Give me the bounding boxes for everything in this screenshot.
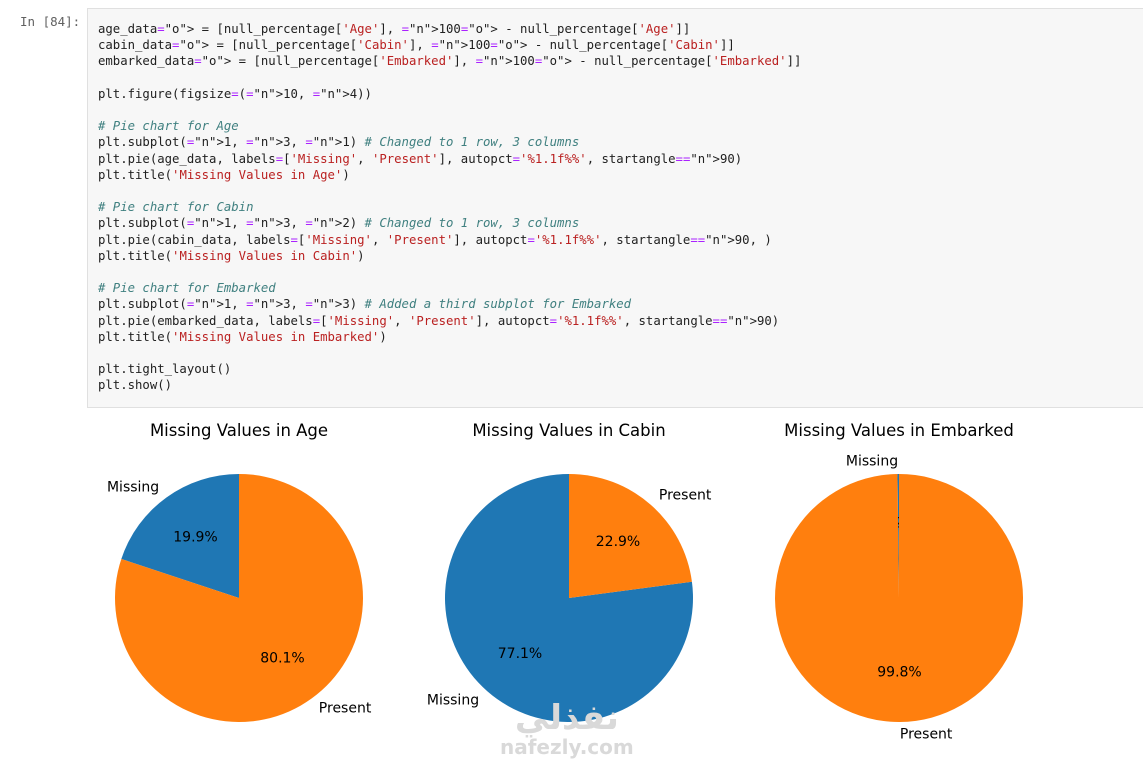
pie-chart-3: Missing Values in EmbarkedMissing0.2%Pre… — [775, 421, 1024, 742]
cell-prompt: In [84]: — [20, 14, 81, 29]
code-line: plt.title('Missing Values in Cabin') — [98, 248, 365, 263]
cell-output: Missing Values in Age Missing 19.9% Present… — [87, 412, 1143, 774]
code-editor[interactable]: age_data="o"> = [null_percentage['Age'],… — [88, 9, 1143, 394]
code-line: plt.pie(embarked_data, labels=['Missing'… — [98, 313, 780, 328]
pie-charts-figure: Missing Values in Age Missing 19.9% Present… — [107, 421, 1024, 742]
chart-title: Missing Values in Embarked — [784, 421, 1014, 440]
slice-percent-label: 99.8% — [877, 664, 921, 680]
code-line: plt.title('Missing Values in Age') — [98, 167, 350, 182]
code-line: embarked_data="o"> = [null_percentage['E… — [98, 54, 802, 69]
slice-label: Missing — [427, 693, 479, 709]
code-line: # Pie chart for Cabin — [98, 200, 254, 215]
slice-percent-label: 22.9% — [596, 534, 640, 550]
pie-slice-missing — [444, 474, 693, 722]
code-line: cabin_data="o"> = [null_percentage['Cabi… — [98, 38, 735, 53]
pie-chart-1: Missing Values in Age Missing 19.9% Present… — [107, 421, 372, 722]
pie-slice-missing — [897, 474, 899, 598]
slice-label: Present — [659, 487, 712, 503]
code-line: plt.subplot(="n">1, ="n">3, ="n">3) # Ad… — [98, 297, 632, 312]
slice-percent-label: 80.1% — [260, 650, 304, 666]
code-line: plt.pie(cabin_data, labels=['Missing', '… — [98, 232, 772, 247]
code-line: plt.show() — [98, 378, 173, 393]
slice-label: Present — [900, 726, 953, 742]
pie-slice-missing — [121, 474, 239, 598]
code-line: plt.tight_layout() — [98, 362, 232, 377]
code-cell[interactable]: age_data="o"> = [null_percentage['Age'],… — [87, 8, 1143, 408]
slice-label: Missing — [846, 454, 898, 470]
code-line: plt.pie(age_data, labels=['Missing', 'Pr… — [98, 151, 743, 166]
code-line: # Pie chart for Embarked — [98, 281, 276, 296]
chart-title: Missing Values in Age — [150, 421, 328, 440]
code-line: plt.subplot(="n">1, ="n">3, ="n">2) # Ch… — [98, 216, 580, 231]
pie-chart-2: Missing Values in Cabin Missing 77.1% Prese… — [427, 421, 712, 722]
pie-slice-present — [114, 474, 363, 722]
code-line: plt.title('Missing Values in Embarked') — [98, 329, 387, 344]
code-line: plt.figure(figsize=(="n">10, ="n">4)) — [98, 86, 372, 101]
pie-slice-present — [775, 474, 1024, 722]
slice-label: Missing — [107, 479, 159, 495]
code-line: # Pie chart for Age — [98, 119, 239, 134]
chart-title: Missing Values in Cabin — [472, 421, 665, 440]
code-line: age_data="o"> = [null_percentage['Age'],… — [98, 22, 691, 36]
slice-percent-label: 77.1% — [498, 646, 542, 662]
pie-slice-present — [569, 474, 692, 598]
slice-label: Present — [319, 701, 372, 717]
slice-percent-label: 19.9% — [173, 530, 217, 546]
code-line: plt.subplot(="n">1, ="n">3, ="n">1) # Ch… — [98, 135, 580, 150]
